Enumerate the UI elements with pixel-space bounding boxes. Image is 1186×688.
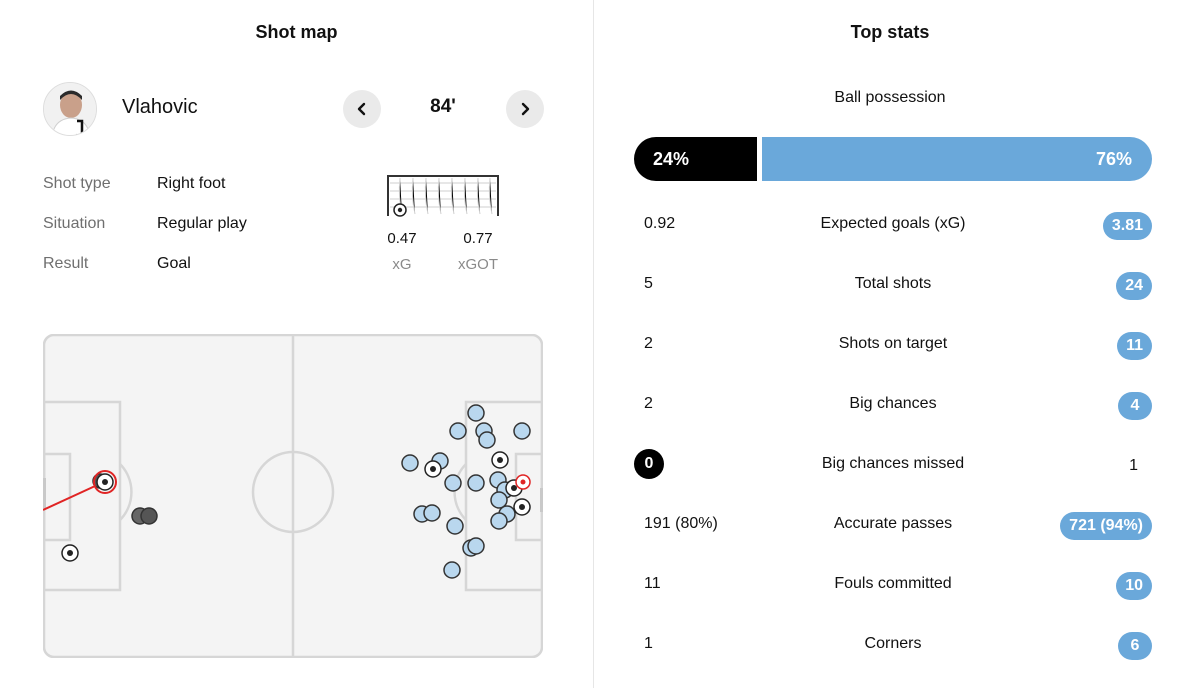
stat-name: Corners [864, 635, 922, 652]
stat-away-value: 6 [1118, 632, 1152, 660]
situation-value: Regular play [157, 215, 247, 232]
stat-away-value: 10 [1116, 572, 1152, 600]
result-label: Result [43, 255, 89, 272]
shot-map-pitch [43, 334, 543, 658]
shot-marker[interactable] [467, 404, 485, 422]
previous-shot-button[interactable] [343, 90, 381, 128]
shot-marker[interactable] [467, 474, 485, 492]
xgot-value: 0.77 [463, 230, 493, 247]
stat-name: Total shots [854, 275, 932, 292]
possession-label: Ball possession [834, 89, 946, 106]
result-value: Goal [157, 255, 191, 272]
stat-row-shots-on-target: 2 Shots on target 11 [634, 329, 1152, 360]
top-stats-title: Top stats [850, 22, 930, 42]
shot-marker[interactable] [449, 422, 467, 440]
stat-name: Big chances [849, 395, 937, 412]
goal-shot-marker[interactable] [491, 451, 509, 469]
stat-row-big-chances-missed: 0 Big chances missed 1 [634, 449, 1152, 479]
stat-name: Shots on target [838, 335, 948, 352]
shot-minute: 84' [430, 96, 456, 117]
shot-marker[interactable] [444, 474, 462, 492]
xg-value: 0.47 [387, 230, 417, 247]
stat-away-value: 721 (94%) [1060, 512, 1152, 540]
situation-label: Situation [43, 215, 106, 232]
stat-row-total-shots: 5 Total shots 24 [634, 269, 1152, 300]
stat-away-value: 4 [1118, 392, 1152, 420]
shot-marker[interactable] [401, 454, 419, 472]
chevron-left-icon [357, 102, 366, 116]
stat-home-value: 11 [644, 575, 661, 592]
xgot-label: xGOT [458, 256, 498, 273]
shot-marker[interactable] [446, 517, 464, 535]
goal-shot-marker[interactable] [424, 460, 442, 478]
stat-home-value: 5 [644, 275, 653, 292]
xg-label: xG [392, 256, 412, 273]
player-photo-icon [44, 83, 96, 135]
stat-home-value: 2 [644, 335, 653, 352]
goal-shot-marker[interactable] [513, 498, 531, 516]
stat-row-accurate-passes: 191 (80%) Accurate passes 721 (94%) [634, 509, 1152, 540]
goal-net-icon [387, 175, 499, 217]
stat-row-big-chances: 2 Big chances 4 [634, 389, 1152, 420]
stat-home-value: 1 [644, 635, 653, 652]
stat-name: Accurate passes [833, 515, 953, 532]
top-stats-panel: Top stats Ball possession 24% 76% 0.92 E… [594, 0, 1186, 688]
stat-home-value: 0.92 [644, 215, 676, 232]
stat-row-xg: 0.92 Expected goals (xG) 3.81 [634, 209, 1152, 240]
selected-goal-shot-marker[interactable] [93, 470, 117, 494]
next-shot-button[interactable] [506, 90, 544, 128]
shot-marker[interactable] [443, 561, 461, 579]
shot-map-title: Shot map [255, 22, 338, 42]
panel-divider [593, 0, 594, 688]
own-goal-shot-marker[interactable] [515, 474, 531, 490]
shot-map-panel: Shot map Vlahovic 84' Shot type Right fo… [43, 22, 544, 658]
shot-marker[interactable] [513, 422, 531, 440]
stat-away-value: 1 [1129, 457, 1138, 474]
chevron-right-icon [521, 102, 530, 116]
shot-marker[interactable] [140, 507, 158, 525]
possession-away: 76% [762, 137, 1152, 181]
shot-marker[interactable] [490, 491, 508, 509]
goal-shot-marker[interactable] [61, 544, 79, 562]
stat-away-value: 24 [1116, 272, 1152, 300]
away-goal-shots [424, 451, 531, 516]
shot-marker[interactable] [423, 504, 441, 522]
shot-marker[interactable] [490, 512, 508, 530]
stat-name: Big chances missed [821, 455, 965, 472]
stat-away-value: 11 [1117, 332, 1152, 360]
home-shots [61, 470, 158, 562]
shot-type-value: Right foot [157, 175, 226, 192]
possession-home: 24% [634, 137, 757, 181]
shot-marker[interactable] [467, 537, 485, 555]
stat-away-value: 3.81 [1102, 212, 1152, 240]
stat-row-corners: 1 Corners 6 [634, 629, 1152, 660]
shot-marker[interactable] [478, 431, 496, 449]
possession-bar: 24% 76% [634, 137, 1152, 181]
stat-home-value: 0 [634, 449, 664, 479]
stat-home-value: 191 (80%) [644, 515, 718, 532]
stat-name: Expected goals (xG) [820, 215, 966, 232]
shot-type-label: Shot type [43, 175, 111, 192]
stat-row-fouls: 11 Fouls committed 10 [634, 569, 1152, 600]
stat-home-value: 2 [644, 395, 653, 412]
player-avatar[interactable] [43, 82, 97, 136]
stat-name: Fouls committed [834, 575, 952, 592]
player-name[interactable]: Vlahovic [122, 96, 198, 118]
